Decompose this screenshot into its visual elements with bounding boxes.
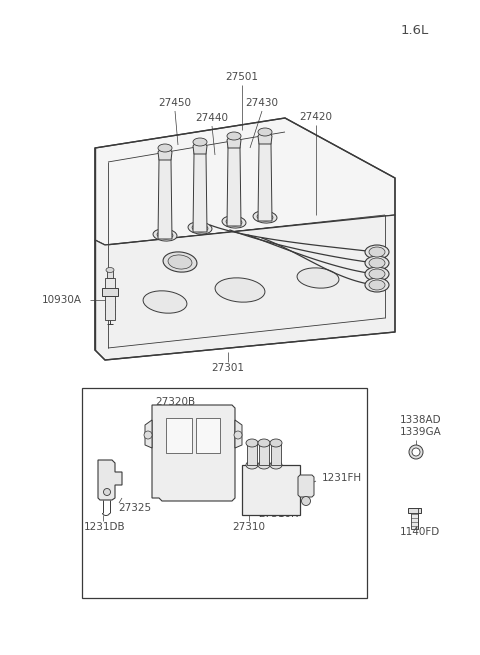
Ellipse shape [369, 258, 385, 268]
Polygon shape [95, 215, 395, 360]
Ellipse shape [412, 448, 420, 456]
Polygon shape [258, 138, 272, 221]
Bar [259, 443, 269, 465]
Text: 1231DB: 1231DB [84, 522, 126, 532]
Text: 27501: 27501 [226, 72, 259, 82]
Ellipse shape [157, 231, 173, 239]
Polygon shape [95, 118, 395, 245]
Text: 27301: 27301 [212, 363, 244, 373]
Ellipse shape [168, 255, 192, 269]
Text: 1.6L: 1.6L [401, 24, 429, 37]
Bar [196, 418, 220, 453]
Polygon shape [98, 460, 122, 500]
Text: 27430: 27430 [245, 98, 278, 108]
Ellipse shape [246, 439, 258, 447]
Ellipse shape [258, 461, 270, 469]
Bar [82, 388, 367, 598]
Ellipse shape [258, 128, 272, 136]
Text: 27310R: 27310R [258, 509, 298, 519]
Ellipse shape [258, 439, 270, 447]
Ellipse shape [144, 431, 152, 439]
Polygon shape [158, 148, 172, 160]
Polygon shape [193, 148, 207, 232]
Polygon shape [227, 142, 241, 226]
Text: 1338AD: 1338AD [400, 415, 442, 425]
Ellipse shape [222, 216, 246, 228]
Bar [411, 513, 418, 529]
Ellipse shape [257, 213, 273, 221]
Polygon shape [235, 420, 242, 448]
Ellipse shape [365, 256, 389, 270]
Ellipse shape [369, 280, 385, 290]
Polygon shape [298, 475, 314, 497]
Ellipse shape [369, 247, 385, 257]
Ellipse shape [153, 229, 177, 241]
Ellipse shape [163, 252, 197, 272]
Polygon shape [102, 288, 118, 296]
Ellipse shape [369, 269, 385, 279]
Ellipse shape [253, 211, 277, 223]
Polygon shape [105, 278, 115, 288]
Ellipse shape [158, 144, 172, 152]
Ellipse shape [143, 291, 187, 313]
Ellipse shape [226, 218, 242, 226]
Polygon shape [258, 132, 272, 144]
Bar [166, 418, 192, 453]
Ellipse shape [193, 138, 207, 146]
Ellipse shape [270, 461, 282, 469]
Bar [247, 443, 257, 465]
Ellipse shape [409, 445, 423, 459]
Text: 1339GA: 1339GA [400, 427, 442, 437]
Ellipse shape [188, 222, 212, 234]
Text: 27440: 27440 [195, 113, 228, 123]
Polygon shape [152, 405, 235, 501]
Text: 1231FH: 1231FH [322, 473, 362, 483]
Ellipse shape [270, 439, 282, 447]
Text: 27450: 27450 [158, 98, 192, 108]
Polygon shape [158, 154, 172, 239]
Bar [408, 508, 421, 513]
Ellipse shape [246, 461, 258, 469]
Polygon shape [105, 296, 115, 320]
Polygon shape [107, 270, 113, 278]
Ellipse shape [365, 245, 389, 259]
Ellipse shape [301, 496, 311, 506]
Ellipse shape [104, 489, 110, 495]
Text: 1140FD: 1140FD [400, 527, 440, 537]
Ellipse shape [106, 267, 114, 272]
Text: 27420: 27420 [300, 112, 333, 122]
Ellipse shape [192, 224, 208, 232]
Text: 27320B: 27320B [155, 397, 195, 407]
Polygon shape [227, 136, 241, 148]
Ellipse shape [234, 431, 242, 439]
Bar [242, 465, 300, 515]
Ellipse shape [365, 278, 389, 292]
Ellipse shape [227, 132, 241, 140]
Text: 27310: 27310 [232, 522, 265, 532]
Ellipse shape [365, 267, 389, 281]
Polygon shape [145, 420, 152, 448]
Polygon shape [193, 142, 207, 154]
Text: 27325: 27325 [119, 503, 152, 513]
Ellipse shape [215, 278, 265, 302]
Text: 10930A: 10930A [42, 295, 82, 305]
Ellipse shape [297, 268, 339, 288]
Bar [271, 443, 281, 465]
